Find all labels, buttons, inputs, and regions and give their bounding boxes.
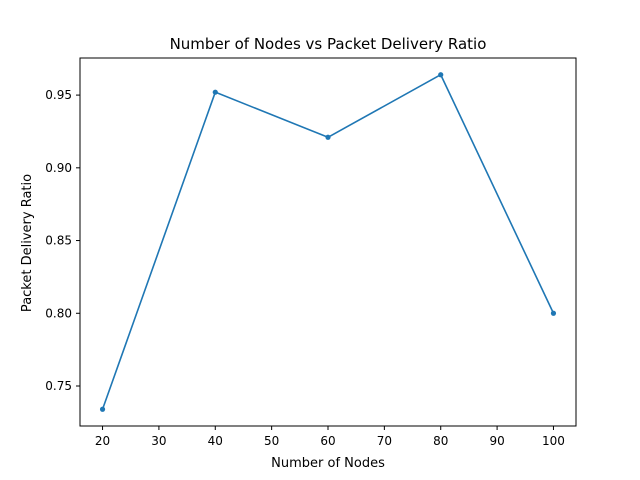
y-tick-label: 0.90 <box>45 161 72 175</box>
y-tick-label: 0.80 <box>45 306 72 320</box>
data-point <box>550 310 557 316</box>
data-point <box>438 72 444 78</box>
x-tick-label: 30 <box>151 434 166 448</box>
y-axis-label: Packet Delivery Ratio <box>20 174 35 312</box>
x-tick-label: 50 <box>264 434 279 448</box>
chart-title: Number of Nodes vs Packet Delivery Ratio <box>170 35 487 53</box>
y-tick-label: 0.85 <box>45 234 72 248</box>
y-tick-label: 0.95 <box>45 88 72 102</box>
x-tick-label: 60 <box>320 434 335 448</box>
x-tick-label: 80 <box>433 434 448 448</box>
x-tick-label: 70 <box>377 434 392 448</box>
x-tick-label: 40 <box>208 434 223 448</box>
axes-frame <box>79 57 577 427</box>
data-point <box>99 406 106 412</box>
y-tick-label: 0.75 <box>45 379 72 393</box>
x-axis-label: Number of Nodes <box>271 456 385 471</box>
data-point <box>212 89 218 95</box>
plot-area: 20 30 40 50 60 70 80 90 100 0.75 0.80 0.85 0.90 0.95 <box>45 57 577 448</box>
x-tick-label: 20 <box>95 434 110 448</box>
x-tick-label: 90 <box>489 434 504 448</box>
x-tick-label: 100 <box>542 434 565 448</box>
data-point <box>325 134 331 140</box>
